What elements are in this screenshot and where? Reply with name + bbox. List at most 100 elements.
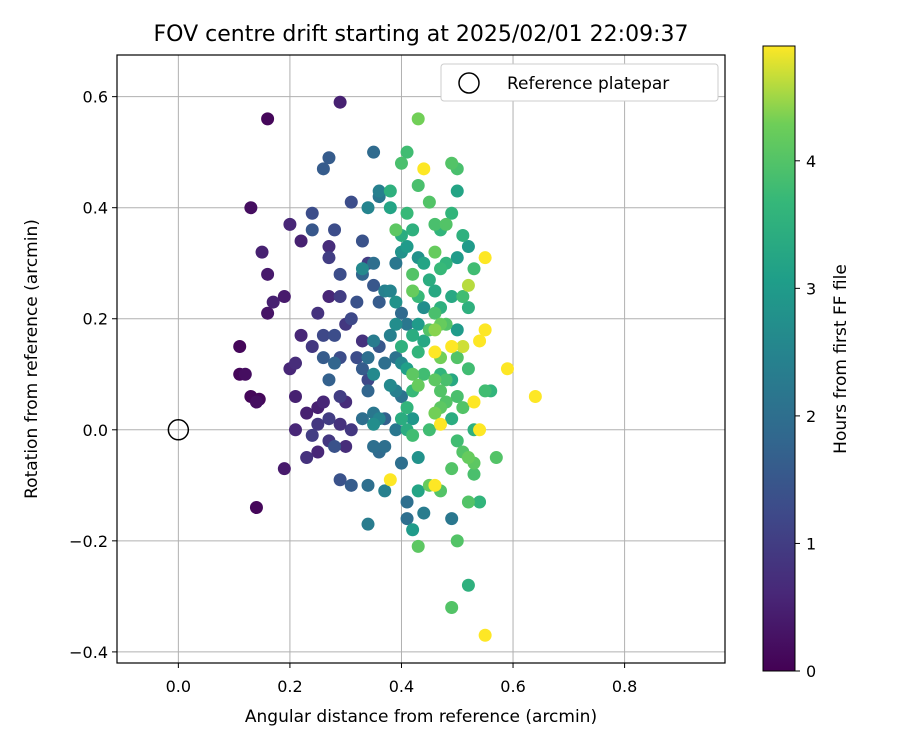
data-point [528,389,542,403]
data-point [434,262,448,276]
data-point [406,328,420,342]
data-point [422,423,436,437]
data-point [249,395,263,409]
data-point [394,340,408,354]
data-point [333,95,347,109]
data-point [383,284,397,298]
data-point [344,478,358,492]
plot-frame [116,54,726,664]
data-point [355,234,369,248]
data-point [367,439,381,453]
data-point [361,478,375,492]
data-point [355,334,369,348]
colorbar-gradient [762,45,796,672]
data-point [445,206,459,220]
data-point [428,217,442,231]
data-point [400,206,414,220]
data-point [322,373,336,387]
data-point [467,395,481,409]
data-point [445,290,459,304]
data-point [383,328,397,342]
data-point [288,389,302,403]
colorbar-tick-label: 2 [806,407,816,426]
data-point [378,439,392,453]
data-point [322,290,336,304]
data-point [311,306,325,320]
data-point [277,462,291,476]
data-point [288,356,302,370]
data-point [311,417,325,431]
data-point [350,295,364,309]
data-point [450,389,464,403]
data-point [266,295,280,309]
data-point [394,412,408,426]
data-point [473,423,487,437]
data-point [339,439,353,453]
data-point [355,412,369,426]
data-point [400,401,414,415]
data-point [328,328,342,342]
data-point [367,334,381,348]
data-point [478,384,492,398]
colorbar-tick-label: 0 [806,662,816,681]
data-point [406,412,420,426]
data-point [367,256,381,270]
data-point [417,256,431,270]
data-point [489,451,503,465]
data-point [328,223,342,237]
data-point [411,178,425,192]
axis-ticks: 0.0 0.2 0.4 0.6 0.8 −0.4 −0.2 0.0 0.2 0.4 0.6 [69,88,637,696]
colorbar: 0 1 2 3 4 Hours from first FF file [762,45,851,681]
data-point [445,462,459,476]
data-point [322,240,336,254]
data-point [428,284,442,298]
data-point [461,578,475,592]
data-point [361,351,375,365]
data-point [277,290,291,304]
data-point [288,423,302,437]
data-point [461,451,475,465]
colorbar-label: Hours from first FF file [831,264,851,454]
data-point [305,428,319,442]
data-point [367,278,381,292]
data-point [461,240,475,254]
colorbar-tick-label: 1 [806,534,816,553]
data-point [417,334,431,348]
data-point [255,245,269,259]
data-point [434,417,448,431]
data-point [417,301,431,315]
x-tick-label: 0.2 [277,677,302,696]
data-point [394,456,408,470]
data-point [261,306,275,320]
data-point [400,145,414,159]
data-point [411,112,425,126]
data-point [316,395,330,409]
y-axis-label: Rotation from reference (arcmin) [22,219,42,499]
data-point [417,367,431,381]
data-point [372,295,386,309]
data-point [422,273,436,287]
x-tick-label: 0.0 [166,677,191,696]
data-point [406,267,420,281]
data-point [355,362,369,376]
data-point [383,201,397,215]
data-point [367,145,381,159]
x-tick-label: 0.6 [500,677,525,696]
data-point [478,251,492,265]
data-point [456,340,470,354]
data-point [328,439,342,453]
data-point [434,384,448,398]
data-point [406,367,420,381]
data-point [322,251,336,265]
data-point [294,328,308,342]
legend-label: Reference platepar [507,74,669,94]
data-point [450,323,464,337]
data-point [473,495,487,509]
data-point [467,262,481,276]
data-point [406,223,420,237]
data-point [411,539,425,553]
data-point [445,600,459,614]
data-point [283,217,297,231]
data-point [344,195,358,209]
